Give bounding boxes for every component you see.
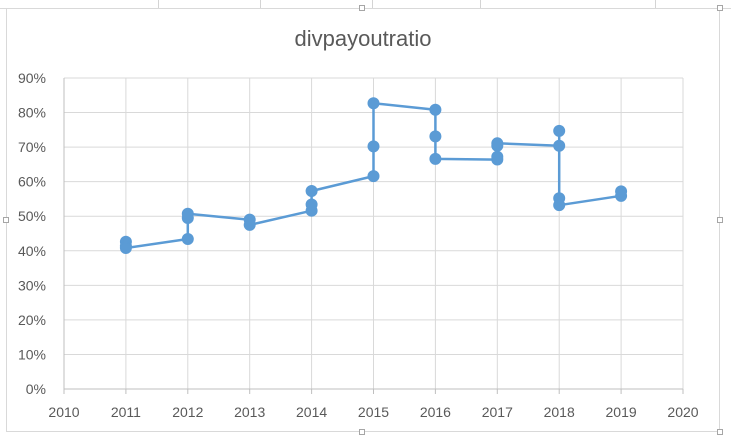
x-tick-label: 2010 (48, 404, 79, 420)
data-point[interactable] (305, 184, 318, 197)
data-point[interactable] (553, 139, 566, 152)
x-axis-ticks: 2010 2011 2012 2013 2014 2015 2016 2017 2018 2019… (48, 404, 698, 420)
y-tick-label: 40% (18, 243, 46, 259)
data-point[interactable] (243, 218, 256, 231)
data-point[interactable] (429, 130, 442, 143)
resize-handle-right[interactable] (717, 217, 723, 223)
y-tick-label: 80% (18, 105, 46, 121)
x-tick-label: 2012 (172, 404, 203, 420)
cell-gridline (480, 0, 481, 8)
x-tick-label: 2014 (296, 404, 327, 420)
x-tick-label: 2016 (420, 404, 451, 420)
y-tick-label: 50% (18, 208, 46, 224)
data-point[interactable] (119, 242, 132, 255)
y-tick-label: 90% (18, 70, 46, 86)
y-axis-ticks: 0% 10% 20% 30% 40% 50% 60% 70% 80% 90% (18, 70, 46, 397)
x-tick-label: 2011 (111, 404, 141, 420)
data-point[interactable] (305, 198, 318, 211)
x-tick-label: 2015 (358, 404, 389, 420)
series-points[interactable] (119, 97, 628, 255)
data-point[interactable] (181, 233, 194, 246)
cell-gridline (158, 0, 159, 8)
x-tick-label: 2017 (482, 404, 513, 420)
cell-gridline (260, 0, 261, 8)
x-tick-label: 2019 (606, 404, 637, 420)
x-tick-label: 2018 (544, 404, 575, 420)
resize-handle-bottom-right[interactable] (717, 429, 723, 435)
data-point[interactable] (181, 207, 194, 220)
data-point[interactable] (553, 124, 566, 137)
resize-handle-left[interactable] (3, 217, 9, 223)
y-tick-label: 70% (18, 139, 46, 155)
data-point[interactable] (367, 97, 380, 110)
data-point[interactable] (553, 199, 566, 212)
cell-gridline (372, 0, 373, 8)
axes (63, 78, 684, 394)
data-point[interactable] (615, 185, 628, 198)
resize-handle-bottom[interactable] (359, 429, 365, 435)
data-point[interactable] (429, 103, 442, 116)
data-point[interactable] (491, 150, 504, 163)
data-point[interactable] (367, 140, 380, 153)
resize-handle-top[interactable] (359, 5, 365, 11)
y-tick-label: 10% (18, 346, 46, 362)
data-point[interactable] (429, 152, 442, 165)
y-tick-label: 20% (18, 312, 46, 328)
data-point[interactable] (491, 137, 504, 150)
x-tick-label: 2020 (667, 404, 698, 420)
cell-gridline (655, 0, 656, 8)
chart-title[interactable]: divpayoutratio (295, 26, 432, 51)
chart-area[interactable] (6, 8, 720, 432)
y-tick-label: 60% (18, 174, 46, 190)
data-point[interactable] (367, 170, 380, 183)
resize-handle-top-right[interactable] (717, 5, 723, 11)
y-tick-label: 30% (18, 277, 46, 293)
y-tick-label: 0% (26, 381, 46, 397)
x-tick-label: 2013 (234, 404, 265, 420)
